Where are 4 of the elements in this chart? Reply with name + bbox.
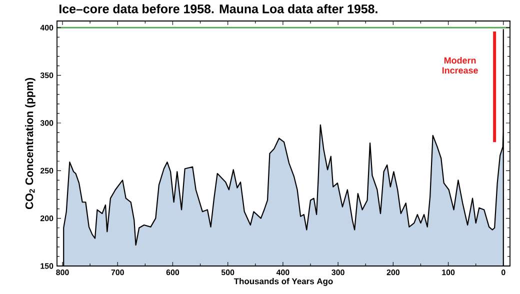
x-axis-title: Thousands of Years Ago <box>234 278 333 286</box>
y-axis-title: CO$_{2}$ Concentration (ppm) <box>25 78 36 210</box>
series-label: Modern Increase <box>442 57 478 74</box>
chart-title: Ice–core data before 1958. Mauna Loa data after 1958. <box>60 4 378 14</box>
